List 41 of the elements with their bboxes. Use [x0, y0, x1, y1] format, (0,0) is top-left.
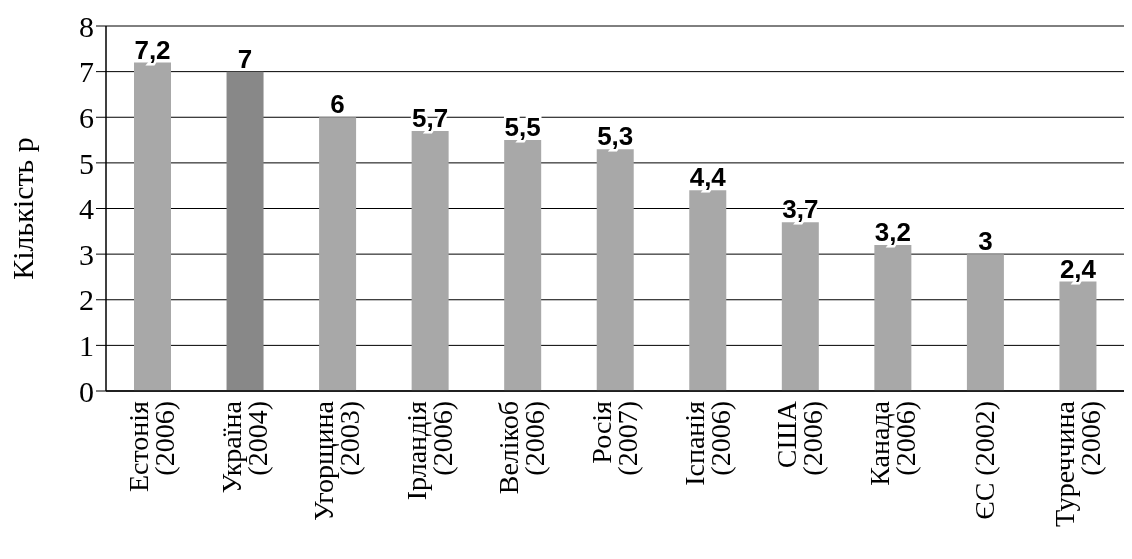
data-label: 7	[237, 43, 253, 74]
y-tick-label: 0	[79, 374, 94, 408]
bar	[596, 149, 634, 391]
y-tick-label: 6	[79, 100, 94, 134]
data-label: 5,5	[504, 112, 541, 143]
x-tick-label: Росія (2007)	[586, 400, 643, 476]
x-tick-label: Канада (2006)	[863, 400, 921, 486]
x-tick-label: ЄС (2002)	[969, 401, 1001, 520]
y-tick-label: 8	[79, 9, 94, 43]
x-tick-label: Велікоб (2006)	[493, 401, 551, 495]
x-tick-label: Естонія (2006)	[123, 400, 181, 493]
y-tick-label: 3	[79, 237, 94, 271]
data-label: 6	[330, 89, 345, 120]
data-label: 4,4	[689, 162, 727, 193]
data-label: 2,4	[1059, 253, 1097, 284]
x-tick-label: США (2006)	[771, 400, 829, 476]
data-label: 3	[978, 226, 993, 257]
bar	[781, 222, 819, 391]
x-tick-label: Ірландія (2006)	[400, 400, 458, 501]
bar	[966, 254, 1004, 391]
x-tick-label: Україна (2004)	[215, 400, 273, 494]
x-tick-label: Угорщина (2003)	[308, 400, 366, 522]
y-tick-label: 7	[79, 55, 94, 89]
bar	[1059, 281, 1097, 391]
bar	[504, 140, 542, 391]
bar	[226, 71, 264, 391]
bar	[874, 245, 912, 391]
x-tick-label: Іспанія (2006)	[678, 400, 736, 486]
bar	[411, 130, 449, 391]
y-tick-label: 2	[79, 283, 94, 317]
y-tick-label: 5	[79, 146, 94, 180]
y-tick-label: 1	[79, 329, 94, 363]
data-label: 3,2	[874, 217, 911, 247]
y-tick-label: 4	[79, 192, 94, 226]
bar	[689, 190, 727, 391]
y-axis-title: Кількість р	[5, 137, 39, 280]
x-tick-label: Туреччина (2006)	[1048, 400, 1106, 527]
bar	[319, 117, 357, 391]
data-label: 5,3	[597, 121, 634, 152]
data-label: 7,2	[134, 34, 171, 65]
bar	[134, 62, 171, 391]
